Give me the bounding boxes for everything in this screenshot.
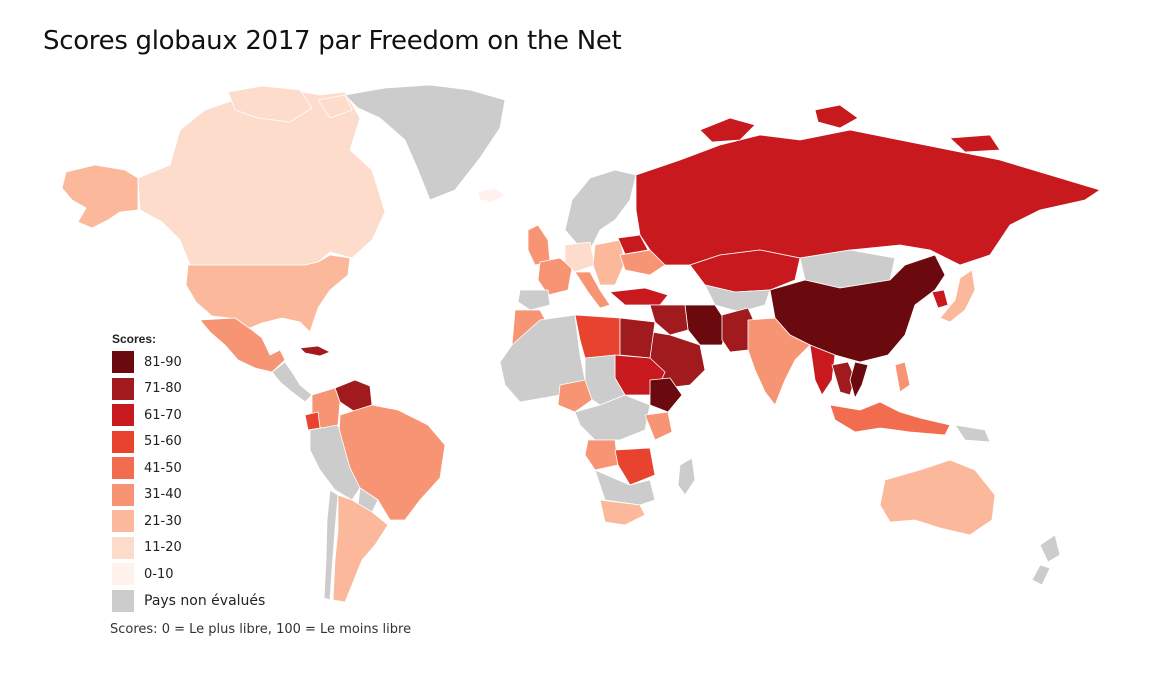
region-turkey (609, 287, 669, 306)
region-myanmar (809, 344, 836, 396)
legend-label: 71-80 (144, 381, 182, 397)
region-angola (584, 439, 619, 471)
region-greenland (344, 84, 506, 201)
legend-swatch (112, 430, 134, 453)
region-central-america (271, 361, 313, 403)
region-cuba (299, 345, 331, 357)
region-russia (635, 129, 1101, 266)
region-uk (527, 224, 551, 266)
legend-label: 81-90 (144, 354, 182, 370)
region-iraq-syria (649, 304, 689, 336)
region-vietnam (849, 361, 869, 399)
region-libya (574, 314, 621, 359)
region-japan (939, 269, 976, 323)
legend-item: 31-40 (112, 482, 265, 509)
region-ethiopia (649, 377, 683, 413)
region-belarus (617, 234, 649, 255)
legend-item: 11-20 (112, 535, 265, 562)
legend-swatch (112, 536, 134, 559)
legend-swatch (112, 404, 134, 427)
region-italy (574, 271, 611, 309)
region-new-zealand (1031, 534, 1061, 586)
legend-label: Pays non évalués (144, 592, 266, 609)
region-australia (879, 459, 996, 536)
legend-swatch (112, 563, 134, 586)
legend-item: 71-80 (112, 376, 265, 403)
region-iran (684, 304, 729, 346)
region-canada-islands (227, 85, 353, 123)
map-legend: Scores: 81-90 71-80 61-70 51-60 41-50 31-40 21… (112, 332, 265, 614)
region-argentina (332, 494, 389, 603)
region-chile (323, 489, 339, 601)
region-papua (954, 424, 991, 443)
region-madagascar (677, 457, 696, 496)
region-ecuador (304, 411, 321, 431)
region-germany (564, 241, 596, 273)
map-title: Scores globaux 2017 par Freedom on the N… (43, 26, 622, 56)
legend-swatch (112, 483, 134, 506)
legend-swatch (112, 510, 134, 533)
region-egypt (619, 317, 656, 359)
legend-item: 21-30 (112, 508, 265, 535)
region-mexico (199, 317, 286, 373)
region-southern-africa (594, 469, 656, 506)
legend-items: 81-90 71-80 61-70 51-60 41-50 31-40 21-30 11-20… (112, 349, 265, 614)
legend-label: 61-70 (144, 407, 182, 423)
region-korea (931, 289, 949, 309)
region-south-africa (599, 499, 646, 526)
legend-label: 51-60 (144, 434, 182, 450)
region-eastern-europe (592, 239, 626, 286)
region-iceland (477, 187, 506, 203)
legend-item: 0-10 (112, 561, 265, 588)
legend-label: 31-40 (144, 487, 182, 503)
legend-swatch (112, 457, 134, 480)
region-india (747, 317, 811, 406)
legend-swatch (112, 351, 134, 374)
legend-label: 0-10 (144, 566, 174, 582)
region-france (537, 257, 573, 296)
region-usa (185, 254, 351, 333)
legend-item: 41-50 (112, 455, 265, 482)
legend-item: 51-60 (112, 429, 265, 456)
region-russia-north-islands (699, 104, 1001, 153)
region-nigeria (557, 379, 593, 413)
legend-label: 11-20 (144, 540, 182, 556)
legend-item: Pays non évalués (112, 588, 265, 615)
legend-item: 61-70 (112, 402, 265, 429)
region-philippines (894, 361, 911, 393)
legend-swatch (112, 589, 134, 612)
legend-swatch (112, 377, 134, 400)
region-alaska (61, 164, 139, 229)
legend-title: Scores: (112, 332, 157, 346)
region-zambia-zimbabwe (614, 447, 656, 486)
region-central-africa (574, 394, 651, 441)
score-footnote: Scores: 0 = Le plus libre, 100 = Le moin… (110, 622, 412, 637)
legend-label: 41-50 (144, 460, 182, 476)
region-spain (517, 289, 551, 311)
region-canada (137, 87, 386, 266)
legend-label: 21-30 (144, 513, 182, 529)
legend-item: 81-90 (112, 349, 265, 376)
region-kenya (644, 411, 673, 441)
region-malaysia-indonesia (829, 401, 951, 436)
